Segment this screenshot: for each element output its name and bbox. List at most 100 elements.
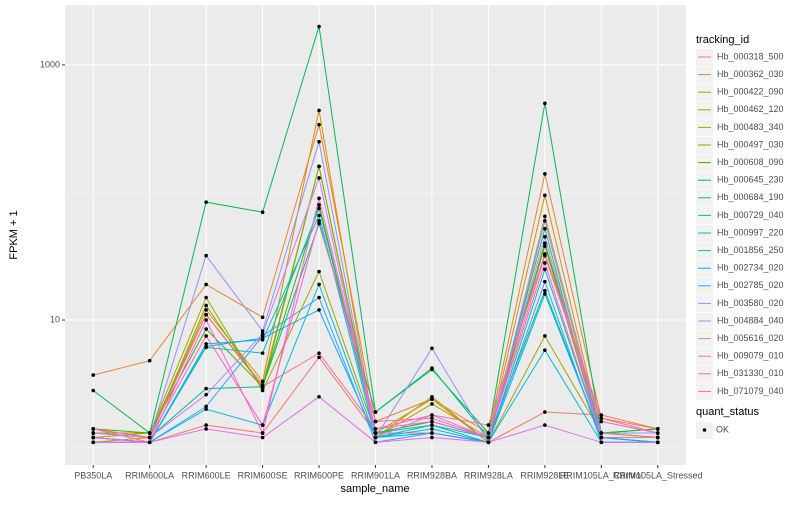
data-point bbox=[543, 252, 547, 256]
data-point bbox=[204, 344, 208, 349]
legend-label: Hb_000422_090 bbox=[717, 87, 784, 97]
legend-label: Hb_000462_120 bbox=[717, 104, 784, 114]
data-point bbox=[430, 427, 434, 431]
data-point bbox=[486, 435, 491, 440]
data-point bbox=[317, 351, 321, 355]
data-point bbox=[260, 431, 265, 435]
data-point bbox=[204, 342, 208, 346]
data-point bbox=[317, 282, 321, 287]
data-point bbox=[430, 366, 434, 370]
data-point bbox=[147, 440, 152, 445]
data-point bbox=[317, 218, 321, 223]
data-point bbox=[543, 292, 547, 296]
data-point bbox=[543, 261, 547, 265]
x-tick-label: RRIM928LA bbox=[464, 470, 513, 480]
data-point bbox=[204, 392, 208, 397]
data-point bbox=[655, 427, 660, 431]
data-point bbox=[260, 423, 265, 427]
data-point bbox=[204, 318, 208, 322]
x-tick-label: RRIM928LE bbox=[520, 470, 569, 480]
legend-label: Hb_031330_010 bbox=[717, 368, 784, 378]
y-tick-label: 1000 bbox=[40, 59, 60, 69]
data-point bbox=[373, 435, 378, 440]
data-point bbox=[655, 431, 660, 435]
data-point bbox=[543, 279, 547, 284]
x-tick-label: RRIM600LA bbox=[125, 470, 174, 480]
data-point bbox=[317, 203, 321, 207]
data-point bbox=[204, 308, 208, 312]
data-point bbox=[543, 244, 547, 248]
data-point bbox=[430, 346, 434, 351]
data-point bbox=[543, 423, 547, 427]
legend-title: quant_status bbox=[696, 406, 759, 418]
data-point bbox=[317, 308, 321, 312]
data-point bbox=[486, 423, 491, 427]
x-tick-label: RRIM105LA_Control bbox=[560, 470, 643, 480]
data-point bbox=[543, 288, 547, 293]
data-point bbox=[543, 193, 547, 198]
data-point bbox=[91, 440, 96, 445]
data-point bbox=[543, 172, 547, 176]
data-point bbox=[373, 431, 378, 435]
data-point bbox=[317, 355, 321, 360]
x-tick-label: RRIM600LE bbox=[182, 470, 231, 480]
data-point bbox=[204, 303, 208, 308]
data-point bbox=[317, 139, 321, 144]
data-point bbox=[260, 384, 265, 389]
data-point bbox=[543, 214, 547, 219]
data-point bbox=[317, 196, 321, 201]
data-point bbox=[543, 410, 547, 414]
data-point bbox=[599, 419, 604, 424]
legend-swatch bbox=[702, 428, 707, 432]
data-point bbox=[204, 200, 208, 204]
legend-label: Hb_001856_250 bbox=[717, 245, 784, 255]
data-point bbox=[430, 402, 434, 406]
data-point bbox=[260, 379, 265, 384]
data-point bbox=[486, 431, 491, 435]
data-point bbox=[204, 282, 208, 287]
data-point bbox=[317, 221, 321, 226]
legend-label: Hb_000645_230 bbox=[717, 175, 784, 185]
legend-title: tracking_id bbox=[696, 34, 749, 46]
data-point bbox=[260, 210, 265, 215]
data-point bbox=[147, 435, 152, 440]
x-tick-label: RRIM901LA bbox=[351, 470, 400, 480]
legend-label: Hb_000362_030 bbox=[717, 69, 784, 79]
data-point bbox=[317, 269, 321, 274]
data-point bbox=[204, 427, 208, 431]
data-point bbox=[543, 234, 547, 239]
data-point bbox=[543, 334, 547, 338]
x-tick-label: RRIM600SE bbox=[238, 470, 288, 480]
legend-label: Hb_000684_190 bbox=[717, 192, 784, 202]
data-point bbox=[430, 416, 434, 420]
data-point bbox=[91, 373, 96, 377]
y-axis-title: FPKM + 1 bbox=[8, 210, 20, 259]
data-point bbox=[317, 24, 321, 29]
data-point bbox=[543, 101, 547, 106]
data-point bbox=[317, 122, 321, 127]
data-point bbox=[317, 295, 321, 300]
data-point bbox=[599, 435, 604, 440]
x-tick-label: RRIM105LA_Stressed bbox=[613, 470, 703, 480]
y-tick-label: 10 bbox=[50, 314, 60, 324]
data-point bbox=[599, 413, 604, 417]
data-point bbox=[317, 213, 321, 218]
legend-label: Hb_000729_040 bbox=[717, 210, 784, 220]
legend-label: Hb_000483_340 bbox=[717, 122, 784, 132]
data-point bbox=[373, 440, 378, 445]
legend-label: Hb_005616_020 bbox=[717, 333, 784, 343]
data-point bbox=[260, 329, 265, 333]
legend-label: Hb_000318_500 bbox=[717, 51, 784, 61]
x-tick-label: RRIM928BA bbox=[407, 470, 457, 480]
data-point bbox=[91, 435, 96, 440]
data-point bbox=[430, 413, 434, 417]
data-point bbox=[430, 423, 434, 427]
data-point bbox=[147, 358, 152, 363]
data-point bbox=[260, 315, 265, 320]
data-point bbox=[543, 226, 547, 231]
legend-label: Hb_009079_010 bbox=[717, 351, 784, 361]
data-point bbox=[543, 241, 547, 246]
data-point bbox=[599, 416, 604, 420]
